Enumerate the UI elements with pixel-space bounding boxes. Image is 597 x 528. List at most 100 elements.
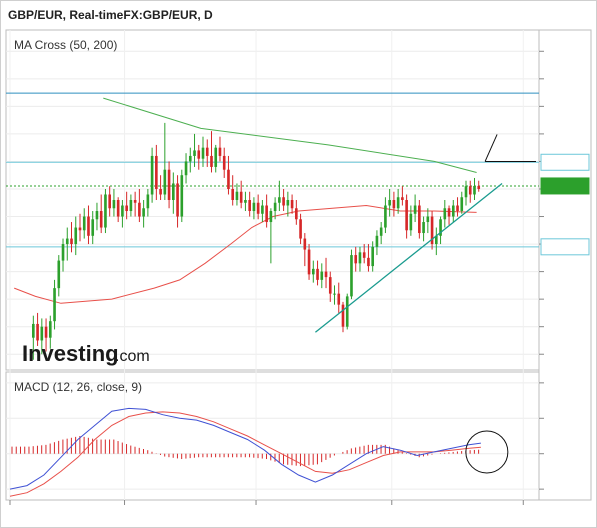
candle-body xyxy=(316,268,319,280)
candle-body xyxy=(244,200,247,203)
candle-body xyxy=(57,260,61,289)
candle-body xyxy=(61,244,65,261)
candle-body xyxy=(333,293,336,295)
candle-body xyxy=(328,277,332,294)
candle-body xyxy=(430,216,434,245)
candle-body xyxy=(367,257,370,267)
candle-body xyxy=(392,200,396,209)
logo-suffix: .com xyxy=(115,348,150,365)
candle-body xyxy=(388,200,391,206)
candle-body xyxy=(320,271,324,280)
candle-body xyxy=(375,235,379,247)
candle-body xyxy=(405,200,408,231)
candle-body xyxy=(201,147,205,159)
annotations xyxy=(315,134,536,333)
candle-body xyxy=(163,169,167,195)
candle-body xyxy=(129,200,133,212)
candle-body xyxy=(252,202,256,212)
candle-body xyxy=(451,205,455,217)
candle-body xyxy=(456,205,459,212)
macd-highlight-circle xyxy=(465,430,509,474)
candle-body xyxy=(36,323,39,341)
candle-body xyxy=(222,155,226,170)
candle-body xyxy=(269,211,273,223)
candle-body xyxy=(91,219,95,236)
candle-body xyxy=(413,205,417,214)
candle-body xyxy=(188,155,192,162)
candle-body xyxy=(235,191,239,200)
candle-body xyxy=(171,183,175,200)
candle-body xyxy=(371,246,375,267)
candle-body xyxy=(426,216,430,223)
candle-body xyxy=(311,268,315,275)
macd-line xyxy=(9,407,481,490)
candle-body xyxy=(447,208,451,217)
ma200-line xyxy=(103,97,477,173)
candle-body xyxy=(197,150,201,159)
candle-body xyxy=(290,200,294,209)
candle-body xyxy=(303,238,307,250)
candle-body xyxy=(112,200,116,209)
candle-body xyxy=(125,205,128,212)
candle-body xyxy=(70,238,73,245)
price-axis-panel xyxy=(538,29,592,501)
candle-body xyxy=(286,200,290,206)
candle-body xyxy=(358,252,362,264)
candle-body xyxy=(40,326,44,341)
candle-body xyxy=(379,227,383,236)
price-box xyxy=(540,238,590,256)
candle-body xyxy=(256,202,260,214)
candle-body xyxy=(418,205,421,234)
candle-body xyxy=(65,238,69,245)
candle-body xyxy=(278,197,281,203)
candle-body xyxy=(261,205,264,214)
candle-body xyxy=(48,321,52,338)
candle-body xyxy=(295,208,298,220)
candle-body xyxy=(155,155,158,189)
candle-body xyxy=(473,185,476,195)
candle-body xyxy=(345,296,349,327)
candle-body xyxy=(227,169,230,189)
candle-body xyxy=(53,288,56,322)
grid-layer xyxy=(6,30,539,500)
target-pointer xyxy=(484,134,498,162)
candle-body xyxy=(108,194,112,209)
candle-body xyxy=(99,211,103,228)
ma50-line xyxy=(14,204,477,304)
candlesticks xyxy=(32,122,481,360)
candle-body xyxy=(384,205,387,228)
candle-body xyxy=(32,323,35,338)
pivot-levels xyxy=(6,92,539,248)
candle-body xyxy=(265,205,268,223)
candle-body xyxy=(422,222,425,234)
candle-body xyxy=(354,255,358,264)
candle-body xyxy=(167,169,171,200)
candle-body xyxy=(82,216,86,231)
macd-series xyxy=(9,407,509,497)
logo-brand: Investing xyxy=(22,341,119,366)
candle-body xyxy=(210,155,213,167)
candle-body xyxy=(324,271,328,278)
chart-title: GBP/EUR, Real-timeFX:GBP/EUR, D xyxy=(8,8,213,22)
candle-body xyxy=(176,183,179,217)
candle-body xyxy=(231,188,235,200)
candle-body xyxy=(146,194,150,209)
support-trendline xyxy=(315,182,503,333)
candle-body xyxy=(87,216,90,236)
candle-body xyxy=(116,200,120,217)
candle-body xyxy=(282,197,285,206)
candle-body xyxy=(180,175,184,217)
ma-panel-label: MA Cross (50, 200) xyxy=(14,38,117,52)
candle-body xyxy=(350,255,353,297)
candle-body xyxy=(468,186,472,195)
candle-body xyxy=(121,205,124,217)
candle-body xyxy=(104,194,107,228)
candle-body xyxy=(443,208,447,220)
candle-body xyxy=(401,197,404,200)
candle-body xyxy=(434,235,438,245)
candle-body xyxy=(239,191,243,203)
candle-body xyxy=(477,185,481,189)
candle-body xyxy=(439,219,442,236)
candle-body xyxy=(218,147,222,156)
